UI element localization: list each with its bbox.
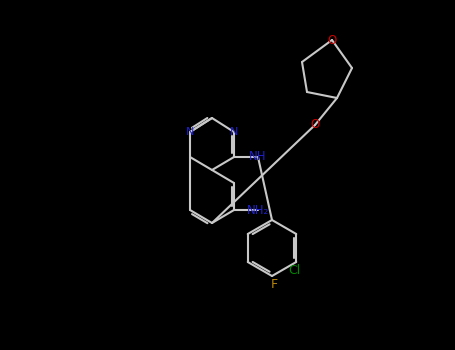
Text: N: N xyxy=(186,127,194,137)
Text: F: F xyxy=(270,278,278,290)
Text: O: O xyxy=(328,34,337,47)
Text: NH: NH xyxy=(249,150,267,163)
Text: Cl: Cl xyxy=(288,264,300,276)
Text: NH₂: NH₂ xyxy=(247,203,269,217)
Text: O: O xyxy=(310,119,319,132)
Text: N: N xyxy=(230,127,238,137)
